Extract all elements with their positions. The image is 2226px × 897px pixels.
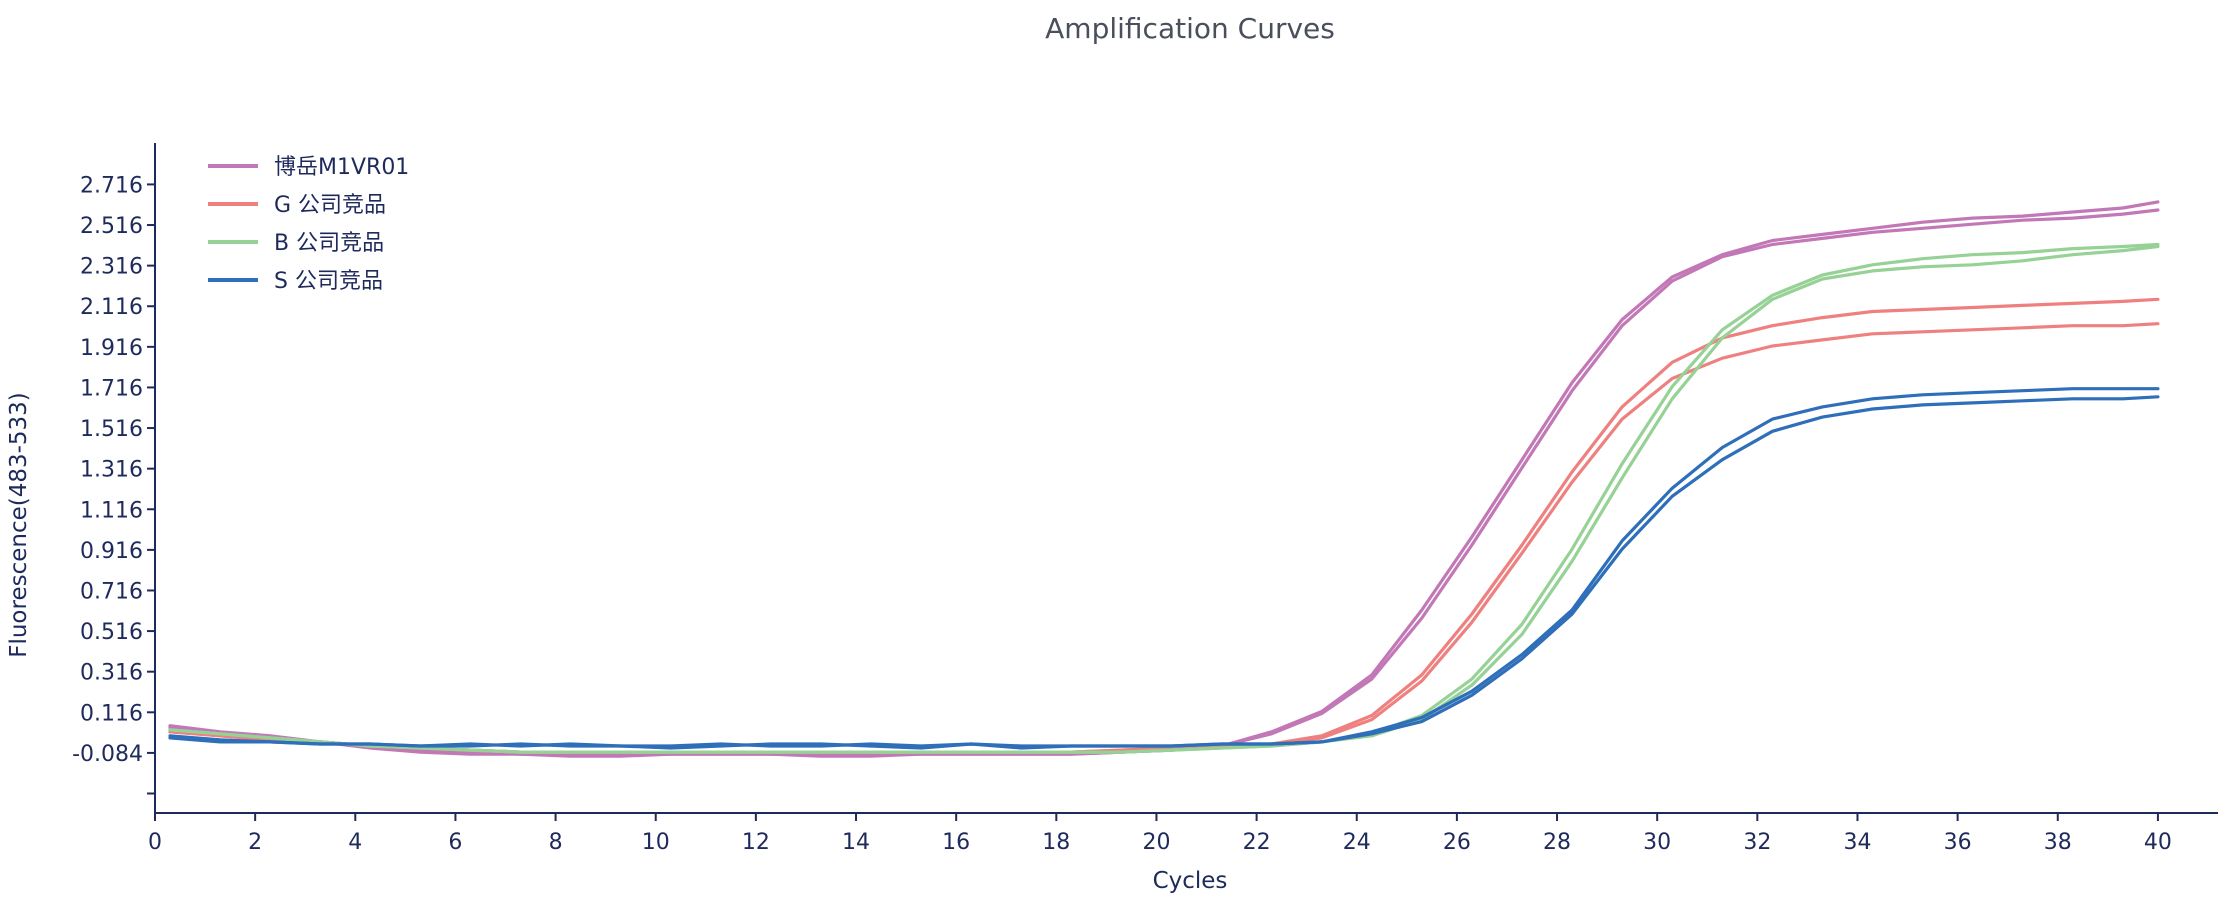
y-tick-label: 0.116 bbox=[80, 701, 143, 726]
x-tick-label: 22 bbox=[1243, 830, 1271, 855]
y-axis-label: Fluorescence(483-533) bbox=[6, 392, 32, 658]
x-axis-ticks: 0 2 4 6 8 10 12 14 16 18 20 22 24 26 28 30 32 34 36 38 40 bbox=[148, 813, 2172, 855]
x-axis-label: Cycles bbox=[1153, 868, 1228, 894]
x-tick-label: 18 bbox=[1042, 830, 1070, 855]
x-tick-label: 2 bbox=[248, 830, 262, 855]
series-line-3 bbox=[168, 297, 2160, 754]
legend-label: G 公司竞品 bbox=[274, 193, 386, 218]
y-tick-label: 0.316 bbox=[80, 661, 143, 686]
y-tick-label: 2.516 bbox=[80, 214, 143, 239]
x-tick-label: 30 bbox=[1643, 830, 1671, 855]
legend: 博岳M1VR01 G 公司竞品 B 公司竞品 S 公司竞品 bbox=[208, 155, 409, 294]
series-lines bbox=[168, 200, 2160, 758]
series-line-1 bbox=[168, 200, 2160, 758]
x-tick-label: 14 bbox=[842, 830, 870, 855]
x-tick-label: 20 bbox=[1142, 830, 1170, 855]
x-tick-label: 12 bbox=[742, 830, 770, 855]
y-tick-label: 1.916 bbox=[80, 336, 143, 361]
x-tick-label: 26 bbox=[1443, 830, 1471, 855]
x-tick-label: 4 bbox=[348, 830, 362, 855]
series-line-8 bbox=[168, 395, 2160, 748]
y-tick-label: 1.516 bbox=[80, 417, 143, 442]
chart-axes bbox=[154, 143, 2218, 814]
x-tick-label: 24 bbox=[1343, 830, 1371, 855]
chart-title: Amplification Curves bbox=[1045, 12, 1335, 45]
series-line-4 bbox=[168, 322, 2160, 754]
y-tick-label: 0.516 bbox=[80, 620, 143, 645]
x-tick-label: 32 bbox=[1743, 830, 1771, 855]
x-tick-label: 28 bbox=[1543, 830, 1571, 855]
x-tick-label: 34 bbox=[1843, 830, 1871, 855]
y-tick-label: 0.716 bbox=[80, 579, 143, 604]
x-tick-label: 0 bbox=[148, 830, 162, 855]
y-tick-label: -0.084 bbox=[72, 742, 143, 767]
x-tick-label: 38 bbox=[2044, 830, 2072, 855]
x-tick-label: 10 bbox=[642, 830, 670, 855]
y-tick-label: 2.316 bbox=[80, 255, 143, 280]
legend-label: B 公司竞品 bbox=[274, 231, 384, 256]
series-line-2 bbox=[168, 208, 2160, 756]
legend-label: 博岳M1VR01 bbox=[274, 155, 409, 180]
y-tick-label: 0.916 bbox=[80, 539, 143, 564]
legend-label: S 公司竞品 bbox=[274, 269, 383, 294]
x-tick-label: 40 bbox=[2144, 830, 2172, 855]
x-tick-label: 36 bbox=[1944, 830, 1972, 855]
series-line-5 bbox=[168, 242, 2160, 754]
y-tick-label: 2.116 bbox=[80, 295, 143, 320]
series-line-6 bbox=[168, 244, 2160, 754]
y-tick-label: 1.116 bbox=[80, 498, 143, 523]
x-tick-label: 6 bbox=[448, 830, 462, 855]
y-axis-ticks: -0.084 0.116 0.316 0.516 0.716 0.916 1.116 1.31… bbox=[72, 173, 155, 795]
y-tick-label: 2.716 bbox=[80, 173, 143, 198]
x-tick-label: 16 bbox=[942, 830, 970, 855]
y-tick-label: 1.716 bbox=[80, 376, 143, 401]
x-tick-label: 8 bbox=[549, 830, 563, 855]
y-tick-label: 1.316 bbox=[80, 458, 143, 483]
series-line-7 bbox=[168, 387, 2160, 750]
